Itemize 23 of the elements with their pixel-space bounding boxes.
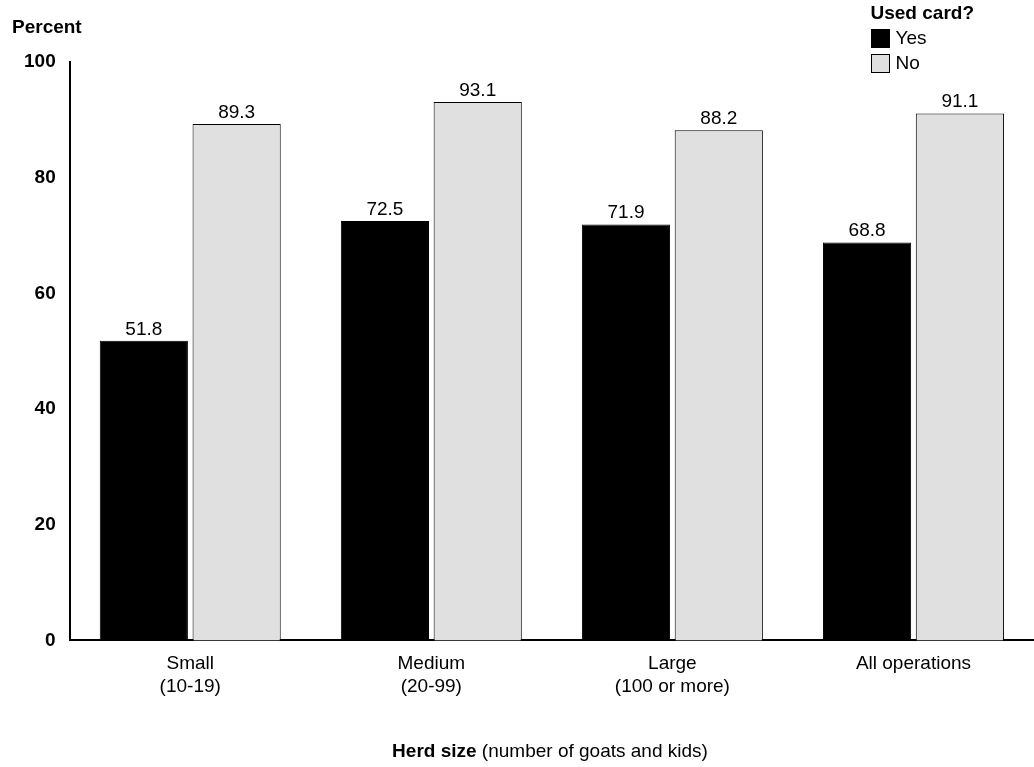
x-tick-label: Small (10-19)	[159, 652, 221, 696]
data-label: 93.1	[459, 78, 497, 100]
y-tick-label: 20	[34, 512, 56, 534]
data-label: 89.3	[218, 100, 256, 122]
data-label: 88.2	[700, 106, 738, 128]
y-axis-title: Percent	[12, 16, 82, 38]
x-tick-label: All operations	[855, 652, 972, 674]
data-label: 68.8	[848, 219, 886, 241]
x-tick-label: Large (100 or more)	[614, 652, 730, 696]
data-label: 71.9	[607, 201, 645, 223]
legend-label: Yes	[895, 27, 927, 49]
data-label: 51.8	[125, 317, 163, 339]
y-tick-label: 80	[34, 165, 56, 187]
data-label: 91.1	[941, 90, 979, 112]
legend-label: No	[895, 52, 920, 74]
y-tick-label: 100	[24, 50, 56, 72]
y-tick-label: 60	[34, 281, 56, 303]
y-tick-label: 0	[45, 628, 56, 650]
legend-title: Used card?	[870, 2, 974, 24]
y-tick-label: 40	[34, 397, 56, 419]
data-label: 72.5	[366, 197, 404, 219]
x-axis-title: Herd size (number of goats and kids)	[391, 740, 709, 762]
x-tick-label: Medium (20-99)	[397, 652, 466, 696]
